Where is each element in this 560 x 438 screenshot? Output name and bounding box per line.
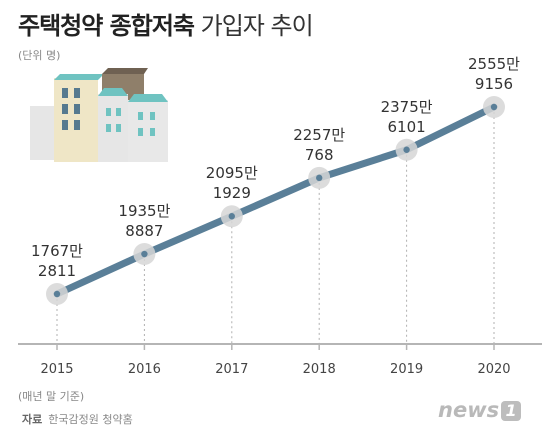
data-label-2018-line2: 768 <box>305 146 334 164</box>
x-tick-label-2015: 2015 <box>40 362 73 377</box>
news1-logo: news 1 <box>438 398 522 422</box>
data-label-2019-line2: 6101 <box>388 118 426 136</box>
data-label-2016-line1: 1935만 <box>118 202 170 220</box>
base-note: (매년 말 기준) <box>18 390 85 403</box>
logo-badge: 1 <box>501 401 522 421</box>
data-point-core-2017 <box>228 213 235 220</box>
data-label-2017-line2: 1929 <box>213 184 251 202</box>
data-point-core-2015 <box>53 290 61 298</box>
source-text: 한국감정원 청약홈 <box>48 413 133 426</box>
unit-note: (단위 명) <box>18 49 61 62</box>
data-label-2019-line1: 2375만 <box>381 98 433 116</box>
x-tick-label-2016: 2016 <box>128 362 161 377</box>
logo-text: news <box>438 398 500 422</box>
source-label: 자료 <box>22 413 43 426</box>
title-light: 가입자 추이 <box>200 12 314 40</box>
data-label-2016-line2: 8887 <box>125 222 163 240</box>
data-label-2015-line2: 2811 <box>38 262 76 280</box>
data-point-core-2020 <box>490 103 498 111</box>
data-label-2020-line2: 9156 <box>475 75 513 93</box>
data-point-core-2019 <box>403 146 410 153</box>
x-tick-label-2017: 2017 <box>215 362 248 377</box>
building-illustration <box>30 68 168 162</box>
data-label-2018-line1: 2257만 <box>293 126 345 144</box>
x-tick-label-2018: 2018 <box>303 362 336 377</box>
data-label-2015-line1: 1767만 <box>31 242 83 260</box>
source-note: 자료 한국감정원 청약홈 <box>22 411 133 427</box>
x-tick-label-2019: 2019 <box>390 362 423 377</box>
chart-title: 주택청약 종합저축 가입자 추이 <box>18 6 314 41</box>
data-point-core-2016 <box>141 250 148 258</box>
series-line <box>53 103 498 298</box>
data-point-core-2018 <box>316 174 323 182</box>
data-label-2017-line1: 2095만 <box>206 164 258 182</box>
data-label-2020-line1: 2555만 <box>468 55 520 73</box>
x-tick-label-2020: 2020 <box>477 362 510 377</box>
title-bold: 주택청약 종합저축 <box>18 12 195 40</box>
